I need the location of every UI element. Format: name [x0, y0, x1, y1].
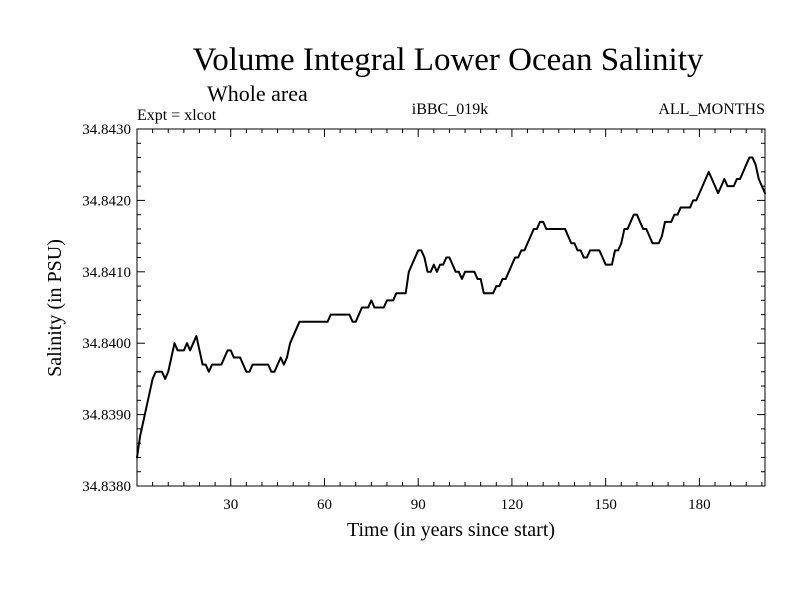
x-tick-label: 30 [223, 497, 238, 513]
y-tick-label: 34.8380 [82, 479, 131, 495]
series-line-salinity [136, 156, 766, 459]
y-tick-label: 34.8420 [82, 193, 131, 209]
plot-frame [136, 128, 766, 487]
x-axis-label: Time (in years since start) [347, 519, 555, 541]
x-tick-label: 150 [594, 497, 617, 513]
x-tick-label: 60 [317, 497, 332, 513]
y-tick-label: 34.8410 [82, 265, 131, 281]
y-axis-label: Salinity (in PSU) [44, 239, 66, 377]
series-layer [136, 156, 766, 459]
y-tick-label: 34.8430 [82, 122, 131, 138]
x-tick-label: 90 [411, 497, 426, 513]
chart-title: Volume Integral Lower Ocean Salinity [193, 42, 704, 78]
y-tick-label: 34.8400 [82, 336, 131, 352]
x-tick-label: 120 [501, 497, 524, 513]
months-label: ALL_MONTHS [658, 101, 765, 118]
tick-labels: 30 60 90 120 150 180 34.8380 34.8390 34.8400 34.8… [82, 122, 710, 513]
x-tick-label: 180 [688, 497, 711, 513]
run-id-label: iBBC_019k [412, 101, 488, 118]
experiment-label: Expt = xlcot [137, 107, 217, 124]
tick-marks [137, 128, 765, 487]
y-tick-label: 34.8390 [82, 408, 131, 424]
chart-subtitle: Whole area [207, 81, 308, 106]
